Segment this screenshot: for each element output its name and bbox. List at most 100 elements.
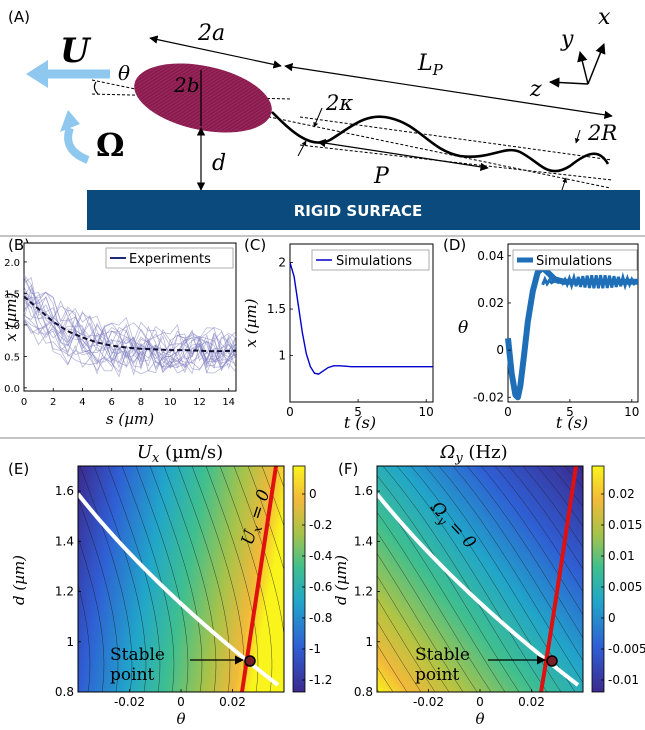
- x-tick-label: 2: [50, 397, 56, 408]
- colorbar-tick-label: 0: [309, 487, 317, 501]
- y-axis-label: y: [560, 27, 574, 52]
- plot-b-ticks: 0 2 4 6 8 10 12 14 0.0 0.5 1.0 1.5 2.0: [4, 258, 235, 408]
- contour-line: [536, 466, 583, 527]
- z-axis-label: z: [529, 77, 542, 102]
- two-r-arrow-top: [574, 129, 581, 144]
- colorbar-tick-label: 0.01: [608, 549, 635, 563]
- contour-line: [494, 466, 583, 593]
- plot-e-title: Ux (µm/s): [137, 442, 223, 466]
- plot-b-ylabel: x (µm): [2, 292, 20, 341]
- x-tick-label: -0.02: [413, 695, 444, 709]
- y-tick-label: 1: [278, 349, 286, 363]
- colorbar-tick-label: -0.6: [309, 580, 332, 594]
- colorbar-f: [591, 465, 605, 693]
- rotation-arrow-head: [60, 110, 80, 132]
- p-label: P: [373, 164, 390, 189]
- colorbar-tick-label: 0.005: [608, 580, 642, 594]
- x-tick-label: 5: [566, 405, 574, 419]
- y-tick-label: 2: [278, 256, 286, 270]
- simulation-theta-trace: [505, 264, 638, 401]
- two-r-arrow-bottom: [561, 177, 567, 191]
- x-tick-label: 10: [164, 397, 177, 408]
- experiment-trace: [23, 318, 237, 377]
- x-tick-label: 0: [21, 397, 27, 408]
- theta-label: θ: [118, 61, 130, 85]
- experiment-traces: [23, 274, 237, 378]
- x-tick-label: 0.02: [219, 695, 246, 709]
- contour-line: [452, 466, 583, 662]
- y-tick-label: 1.5: [267, 302, 286, 316]
- contour-line: [247, 466, 284, 571]
- two-kappa-arrow-top: [313, 107, 323, 128]
- legend-c-box: [311, 249, 430, 271]
- plot-d-ylabel: θ: [458, 318, 468, 338]
- colorbar-f-ticks: 0.02 0.015 0.01 0.005 0 -0.005 -0.01: [601, 487, 645, 687]
- panel-label-c: (C): [244, 236, 266, 254]
- colorbar-tick-label: 0.02: [608, 487, 635, 501]
- tail-top-envelope: [299, 116, 613, 161]
- plot-d-xlabel: t (s): [556, 413, 588, 432]
- stability-curve-f-red: [539, 465, 578, 693]
- y-tick-label: 0: [496, 343, 504, 357]
- y-tick-label: 1.4: [354, 534, 373, 548]
- contour-line: [377, 475, 520, 692]
- x-tick-label: 12: [193, 397, 206, 408]
- rigid-surface: [87, 190, 640, 230]
- contour-line: [78, 537, 105, 692]
- stable-point-e-label-1: Stable: [110, 645, 165, 665]
- z-axis-arrow: [548, 77, 589, 88]
- stable-point-f: [546, 655, 558, 667]
- velocity-label: U: [60, 31, 92, 71]
- contour-line: [438, 466, 583, 684]
- colorbar-tick-label: -0.2: [309, 518, 332, 532]
- y-tick-label: 1.6: [55, 484, 74, 498]
- two-r-label: 2R: [587, 121, 617, 145]
- lp-dimension: [284, 62, 613, 120]
- contour-line: [508, 466, 583, 570]
- d-label: d: [212, 151, 226, 176]
- flagellum: [271, 111, 610, 173]
- experiment-trace: [23, 301, 237, 370]
- stable-point-f-label-1: Stable: [415, 645, 470, 665]
- surface-label: RIGID SURFACE: [294, 202, 423, 220]
- legend-b-box: [105, 247, 234, 269]
- contour-line: [382, 466, 534, 692]
- colorbar-tick-label: -0.01: [608, 673, 639, 687]
- two-kappa-label: 2κ: [325, 91, 353, 115]
- stable-point-f-label-2: point: [415, 665, 460, 685]
- y-tick-label: 0.8: [55, 685, 74, 699]
- x-tick-label: 10: [624, 405, 639, 419]
- contour-line: [377, 575, 450, 692]
- contour-line: [107, 466, 161, 692]
- plot-e-ylabel: d (µm): [10, 555, 28, 605]
- colorbar-tick-label: -0.005: [608, 642, 645, 656]
- x-tick-label: 14: [222, 397, 235, 408]
- y-tick-label: 1.4: [55, 534, 74, 548]
- theta-arc: [93, 81, 99, 95]
- contour-line: [163, 466, 217, 692]
- contour-line: [377, 643, 408, 692]
- legend-c-label: Simulations: [336, 254, 412, 269]
- x-tick-label: 6: [109, 397, 115, 408]
- plot-c-ticks: 0 5 10 1 1.5 2: [267, 256, 434, 419]
- contour-line: [93, 466, 147, 692]
- contour-line: [522, 466, 583, 548]
- contour-line: [78, 583, 91, 692]
- stable-point-e: [244, 655, 256, 667]
- colorbar-tick-label: -0.8: [309, 611, 332, 625]
- x-tick-label: 0: [504, 405, 512, 419]
- plot-f-ticks: -0.02 0 0.02 0.8 1 1.2 1.4 1.6: [354, 484, 545, 709]
- panel-f: (F) Ωy (Hz) Stable point Ωy = 0 -0.02 0 0.…: [332, 442, 645, 728]
- plot-f-xlabel: θ: [475, 710, 484, 728]
- experiment-trace: [23, 291, 237, 357]
- contour-line: [177, 466, 231, 692]
- mean-trace: [23, 295, 237, 353]
- schematic-panel: (A) RIGID SURFACE U Ω θ 2b 2a LP: [8, 5, 640, 230]
- y-tick-label: 0.02: [477, 296, 504, 310]
- plot-e-xlabel: θ: [176, 710, 185, 728]
- y-tick-label: 2.0: [4, 258, 20, 269]
- panel-c: (C) 0 5 10 1 1.5 2 Simulations t (s) x (µm): [242, 236, 434, 432]
- colorbar-tick-label: 0.015: [608, 518, 642, 532]
- x-tick-label: 0: [476, 695, 484, 709]
- colorbar-e-ticks: 0 -0.2 -0.4 -0.6 -0.8 -1 -1.2: [302, 487, 332, 687]
